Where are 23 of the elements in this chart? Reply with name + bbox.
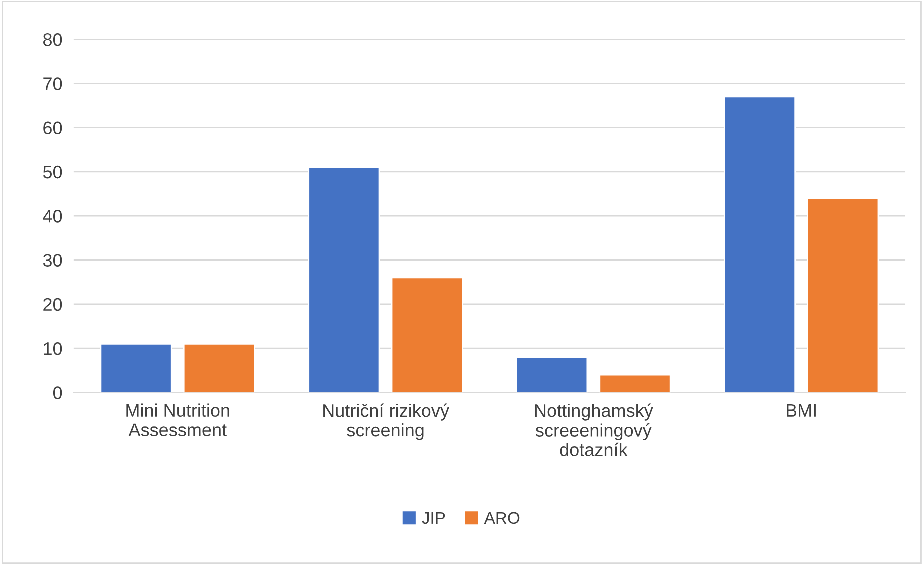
- legend-label: ARO: [484, 512, 520, 524]
- y-tick-label: 80: [44, 33, 62, 46]
- y-tick-label: 50: [43, 166, 62, 179]
- x-tick-label: Mini Nutrition Assessment: [126, 404, 230, 436]
- y-tick-label: 60: [44, 122, 62, 135]
- x-tick-label: Nutriční rizikový screening: [324, 404, 450, 440]
- y-tick-label: 40: [43, 210, 62, 223]
- y-tick-label: 30: [43, 254, 62, 267]
- x-tick-label: BMI: [787, 404, 816, 417]
- bar: [391, 277, 464, 393]
- bar: [599, 374, 672, 393]
- y-tick-label: 10: [44, 342, 62, 356]
- x-tick-label: Nottinghamský screeeningový dotazník: [535, 404, 654, 456]
- bar: [100, 343, 172, 393]
- bar: [724, 96, 796, 393]
- legend-label: JIP: [422, 512, 446, 524]
- bar: [308, 166, 380, 393]
- y-tick-label: 0: [53, 386, 62, 400]
- bar: [807, 198, 880, 393]
- bar: [183, 343, 256, 393]
- y-tick-label: 70: [44, 78, 62, 90]
- bar: [516, 356, 588, 393]
- y-tick-label: 20: [44, 298, 62, 312]
